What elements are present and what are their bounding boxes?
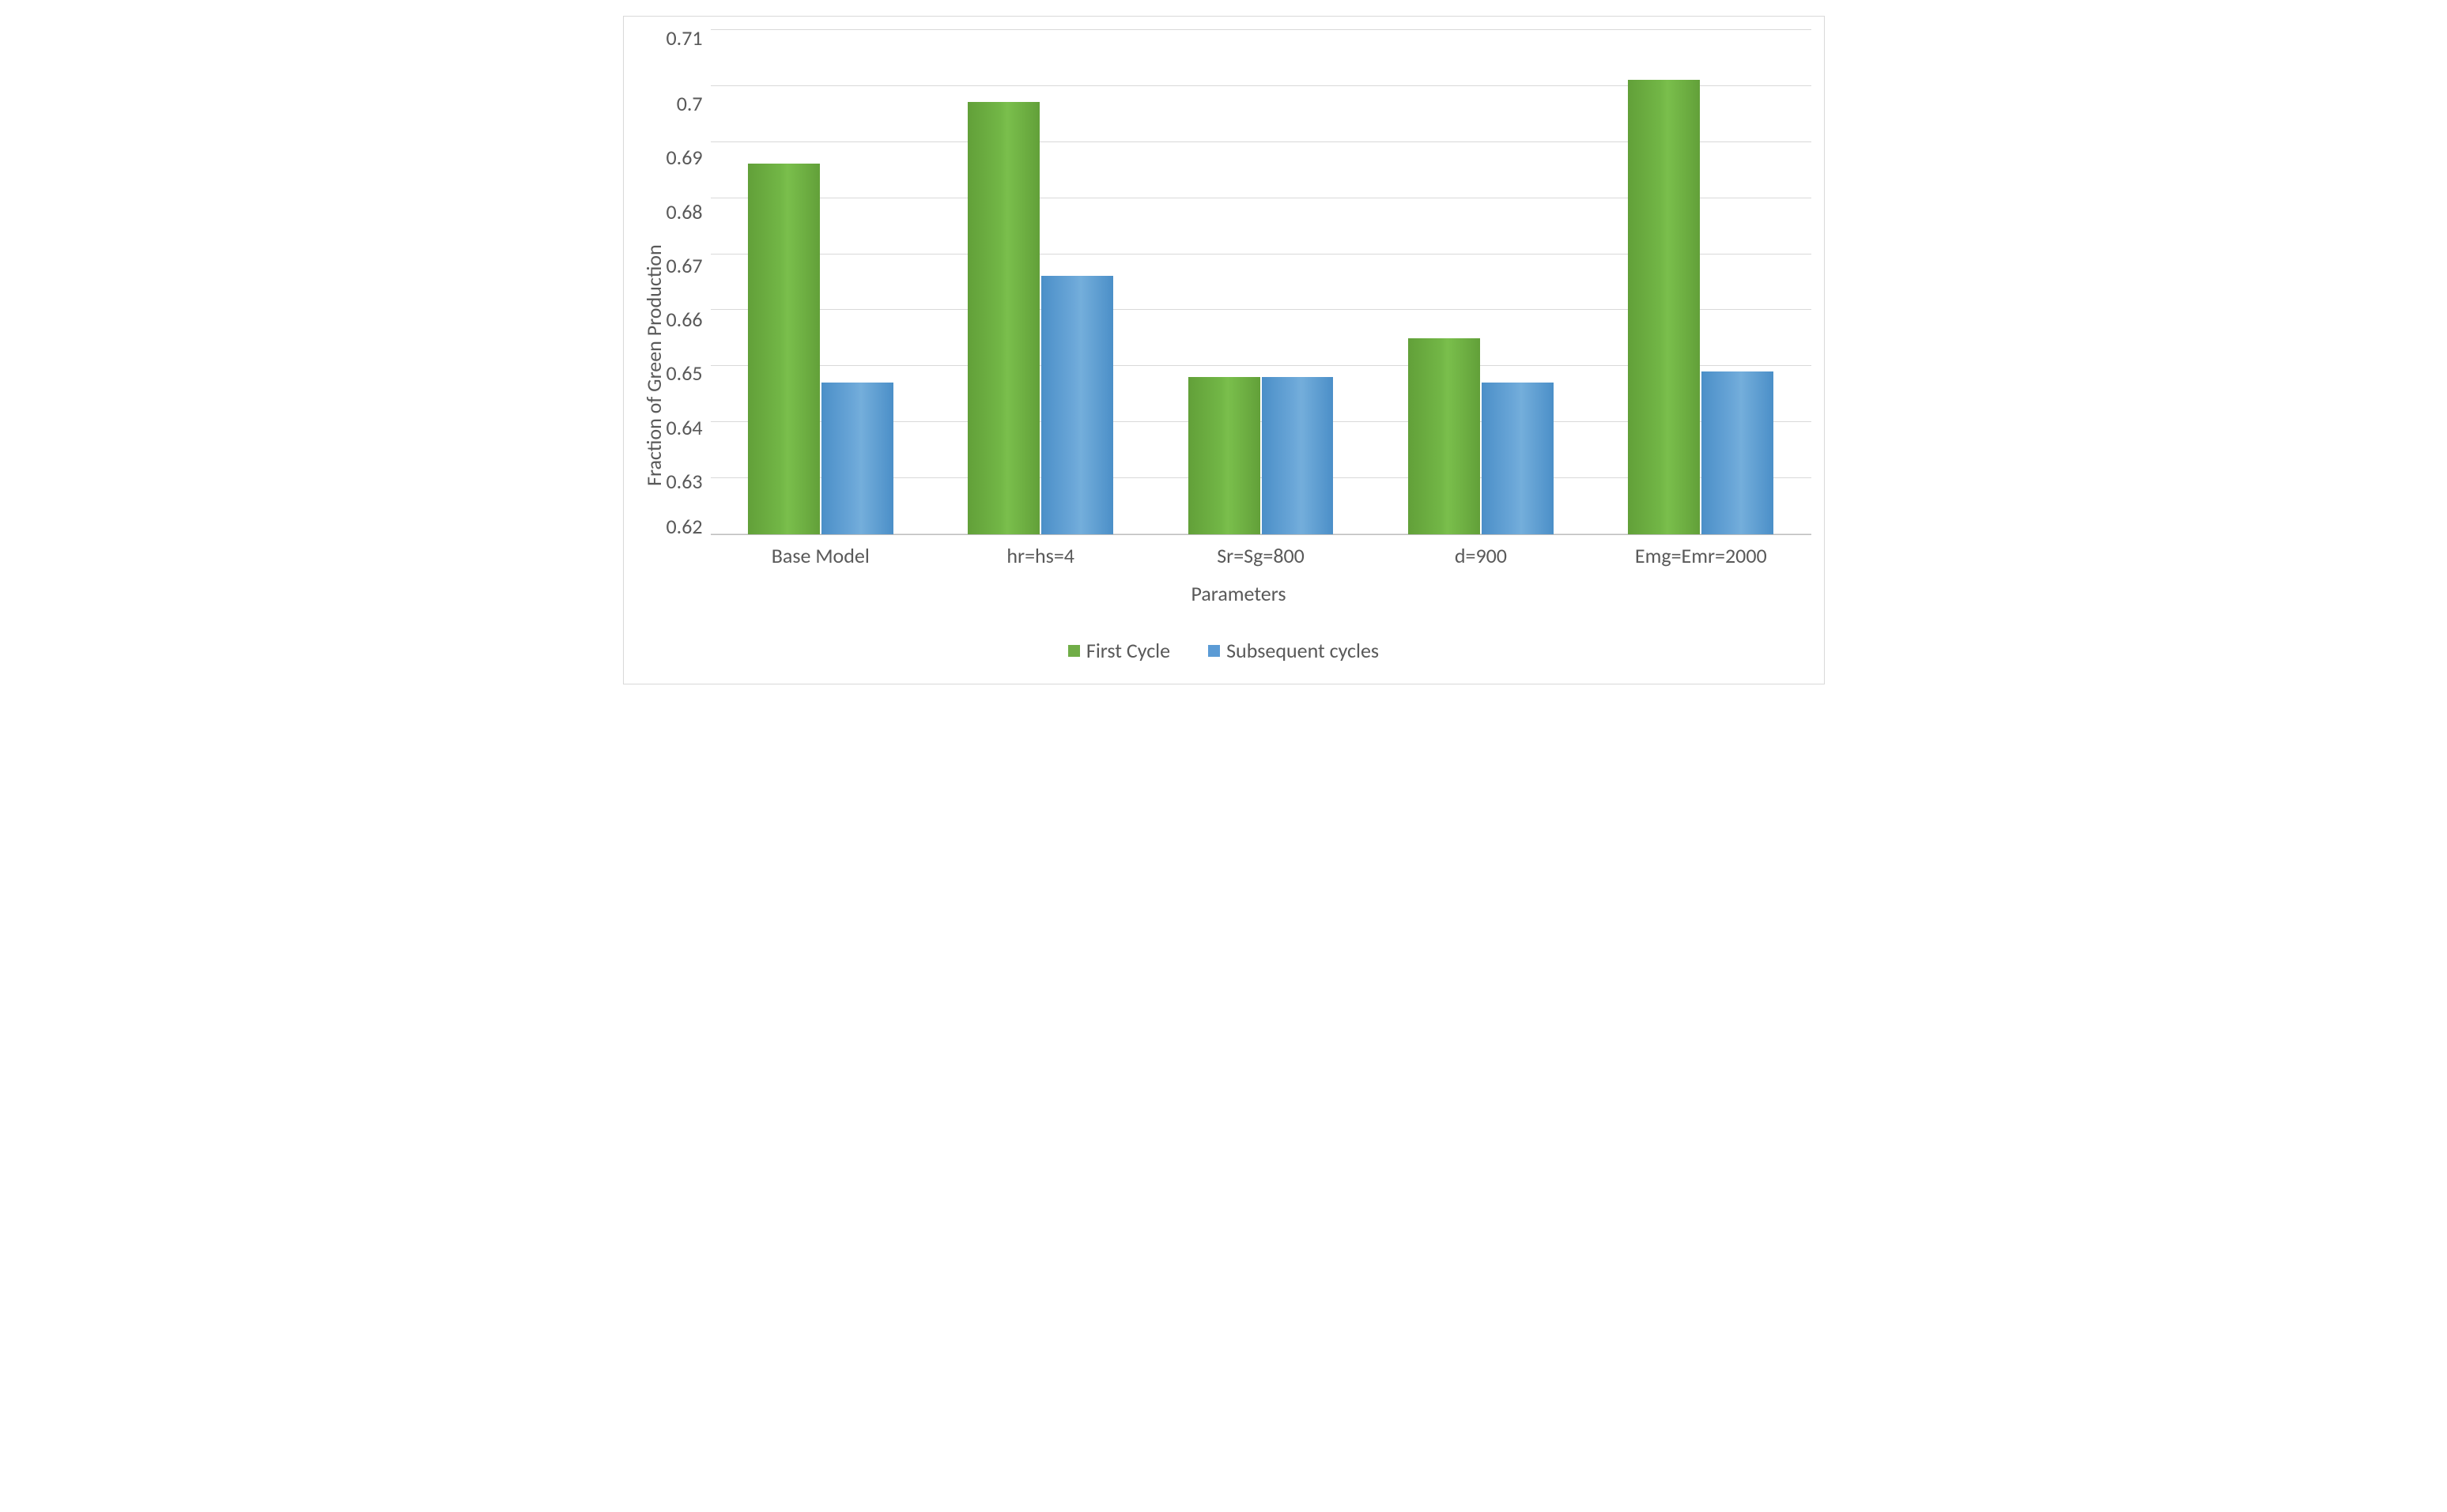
bars-layer <box>711 29 1811 534</box>
chart-body: Fraction of Green Production 0.71 0.7 0.69… <box>636 29 1811 606</box>
bar-first-cycle <box>748 164 820 534</box>
legend-label-first-cycle: First Cycle <box>1086 638 1170 663</box>
legend-item-subsequent-cycles: Subsequent cycles <box>1208 638 1379 663</box>
legend-swatch-subsequent-cycles <box>1208 645 1220 657</box>
y-tick: 0.69 <box>667 147 703 168</box>
y-tick: 0.65 <box>667 363 703 383</box>
x-label: hr=hs=4 <box>931 535 1150 568</box>
y-tick: 0.62 <box>667 516 703 537</box>
y-axis-title: Fraction of Green Production <box>636 29 667 606</box>
y-tick: 0.67 <box>667 255 703 276</box>
bar-first-cycle <box>1408 338 1480 535</box>
x-label: Emg=Emr=2000 <box>1591 535 1811 568</box>
y-tick: 0.64 <box>667 417 703 438</box>
bar-subsequent-cycles <box>1041 276 1113 534</box>
legend-label-subsequent-cycles: Subsequent cycles <box>1226 638 1379 663</box>
y-tick: 0.68 <box>667 202 703 222</box>
bar-group <box>1371 29 1591 534</box>
y-tick: 0.71 <box>667 28 703 48</box>
bar-first-cycle <box>968 102 1040 534</box>
x-spacer <box>667 535 711 568</box>
bar-group <box>1150 29 1370 534</box>
bar-first-cycle <box>1628 80 1700 534</box>
x-label: d=900 <box>1371 535 1591 568</box>
bar-subsequent-cycles <box>1262 377 1334 534</box>
y-axis-ticks: 0.71 0.7 0.69 0.68 0.67 0.66 0.65 0.64 0.63 0.62 <box>667 29 711 535</box>
bar-group <box>711 29 931 534</box>
bar-group <box>931 29 1150 534</box>
x-axis-title: Parameters <box>667 568 1811 606</box>
x-label: Sr=Sg=800 <box>1150 535 1370 568</box>
y-tick: 0.7 <box>677 93 703 114</box>
x-label: Base Model <box>711 535 931 568</box>
x-axis-labels: Base Modelhr=hs=4Sr=Sg=800d=900Emg=Emr=2… <box>711 535 1811 568</box>
chart-container: Fraction of Green Production 0.71 0.7 0.69… <box>623 16 1825 684</box>
legend-item-first-cycle: First Cycle <box>1068 638 1170 663</box>
plot-wrap: 0.710.70.690.680.670.660.650.640.630.62 … <box>667 29 1811 606</box>
legend: First Cycle Subsequent cycles <box>636 606 1811 671</box>
plot-row: 0.71 0.7 0.69 0.68 0.67 0.66 0.65 0.64 0.63 0.62 <box>667 29 1811 535</box>
bar-group <box>1591 29 1811 534</box>
bar-subsequent-cycles <box>1701 371 1773 534</box>
legend-swatch-first-cycle <box>1068 645 1080 657</box>
bar-subsequent-cycles <box>821 383 893 534</box>
y-tick: 0.66 <box>667 309 703 330</box>
x-axis-labels-row: Base Modelhr=hs=4Sr=Sg=800d=900Emg=Emr=2… <box>667 535 1811 568</box>
y-tick: 0.63 <box>667 471 703 492</box>
bar-first-cycle <box>1188 377 1260 534</box>
plot-area <box>711 29 1811 535</box>
bar-subsequent-cycles <box>1482 383 1554 534</box>
